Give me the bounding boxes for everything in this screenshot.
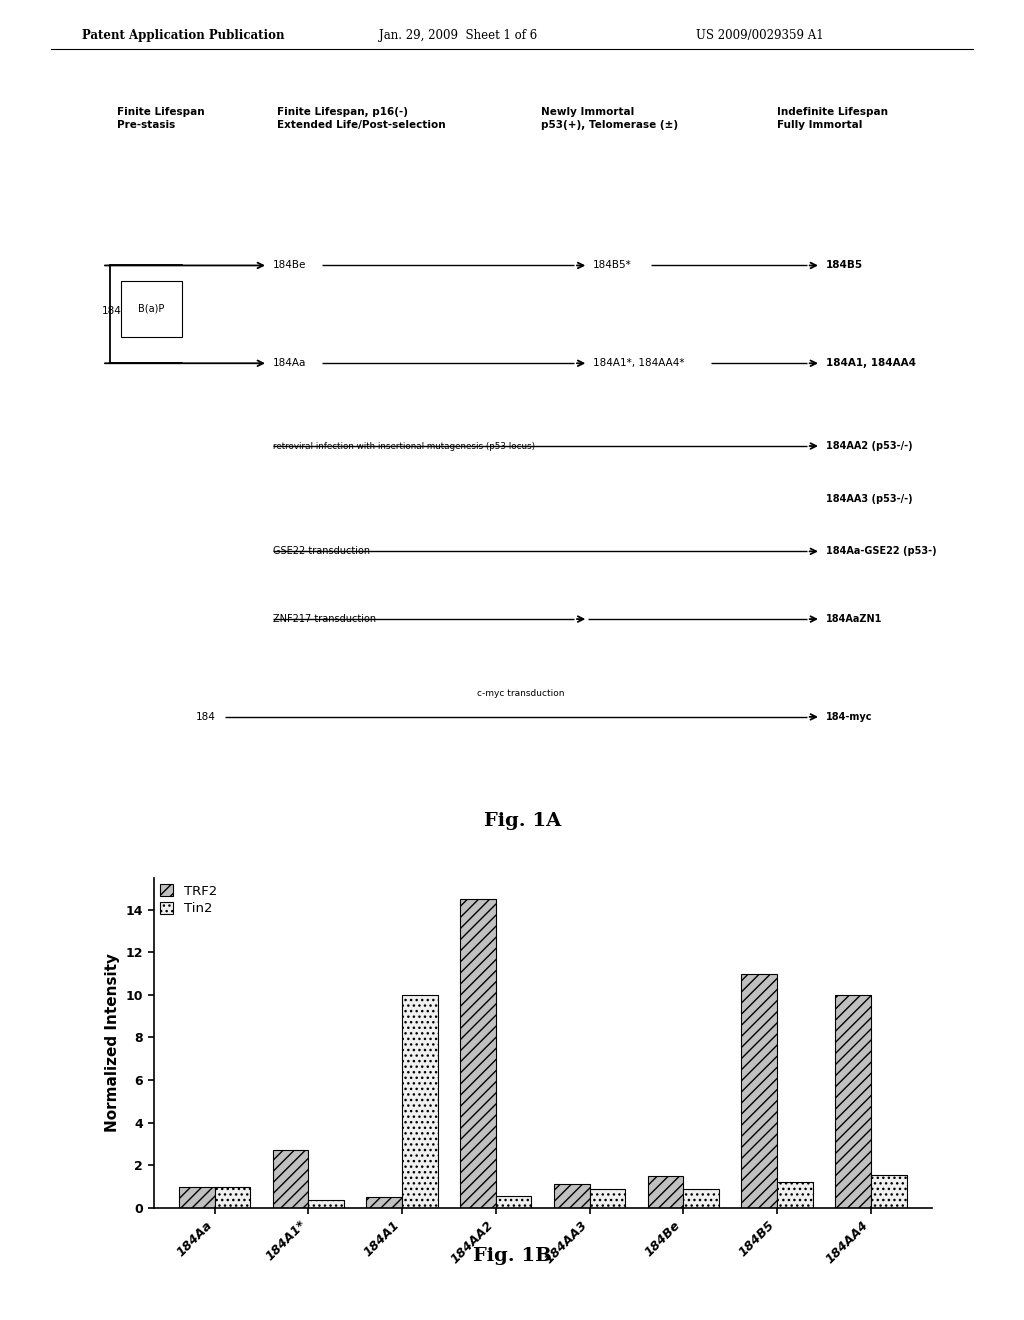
Text: 184AA3 (p53-/-): 184AA3 (p53-/-) (825, 494, 912, 504)
Bar (215, 1187, 250, 1208)
Text: Fig. 1A: Fig. 1A (483, 812, 561, 830)
Text: 184Aa-GSE22 (p53-): 184Aa-GSE22 (p53-) (825, 546, 936, 556)
Text: 184Be: 184Be (272, 260, 306, 271)
Text: 184AaZN1: 184AaZN1 (825, 614, 882, 624)
Bar (367, 1197, 402, 1208)
Bar (870, 1175, 906, 1208)
Legend: TRF2, Tin2: TRF2, Tin2 (160, 884, 217, 915)
Text: US 2009/0029359 A1: US 2009/0029359 A1 (696, 29, 824, 42)
Bar (648, 1176, 683, 1208)
Bar (683, 1188, 719, 1208)
Text: 184-myc: 184-myc (825, 711, 872, 722)
Text: 184: 184 (197, 711, 216, 722)
Bar (179, 1187, 215, 1208)
Bar (121, 281, 182, 337)
Bar (308, 1200, 344, 1208)
Text: 184Aa: 184Aa (272, 358, 306, 368)
Text: 184AA2 (p53-/-): 184AA2 (p53-/-) (825, 441, 912, 451)
Bar (777, 1183, 813, 1208)
Text: 184A1*, 184AA4*: 184A1*, 184AA4* (593, 358, 684, 368)
Text: Jan. 29, 2009  Sheet 1 of 6: Jan. 29, 2009 Sheet 1 of 6 (379, 29, 538, 42)
Text: Patent Application Publication: Patent Application Publication (82, 29, 285, 42)
Bar (402, 995, 437, 1208)
Y-axis label: Normalized Intensity: Normalized Intensity (105, 953, 120, 1133)
Text: Fig. 1B: Fig. 1B (473, 1247, 551, 1266)
Bar (272, 1150, 308, 1208)
Text: ZNF217 transduction: ZNF217 transduction (272, 614, 376, 624)
Text: c-myc transduction: c-myc transduction (477, 689, 564, 698)
Text: Newly Immortal
p53(+), Telomerase (±): Newly Immortal p53(+), Telomerase (±) (541, 107, 678, 129)
Text: 184: 184 (102, 306, 122, 315)
Text: 184B5*: 184B5* (593, 260, 632, 271)
Bar (590, 1188, 626, 1208)
Text: Finite Lifespan
Pre-stasis: Finite Lifespan Pre-stasis (117, 107, 205, 129)
Text: Indefinite Lifespan
Fully Immortal: Indefinite Lifespan Fully Immortal (776, 107, 888, 129)
Text: 184A1, 184AA4: 184A1, 184AA4 (825, 358, 915, 368)
Text: retroviral infection with insertional mutagenesis (p53 locus): retroviral infection with insertional mu… (272, 441, 535, 450)
Bar (460, 899, 496, 1208)
Text: Finite Lifespan, p16(-)
Extended Life/Post-selection: Finite Lifespan, p16(-) Extended Life/Po… (278, 107, 445, 129)
Text: 184B5: 184B5 (825, 260, 862, 271)
Bar (836, 995, 870, 1208)
Bar (496, 1196, 531, 1208)
Bar (554, 1184, 590, 1208)
Bar (741, 974, 777, 1208)
Text: B(a)P: B(a)P (138, 304, 165, 314)
Text: GSE22 transduction: GSE22 transduction (272, 546, 370, 556)
